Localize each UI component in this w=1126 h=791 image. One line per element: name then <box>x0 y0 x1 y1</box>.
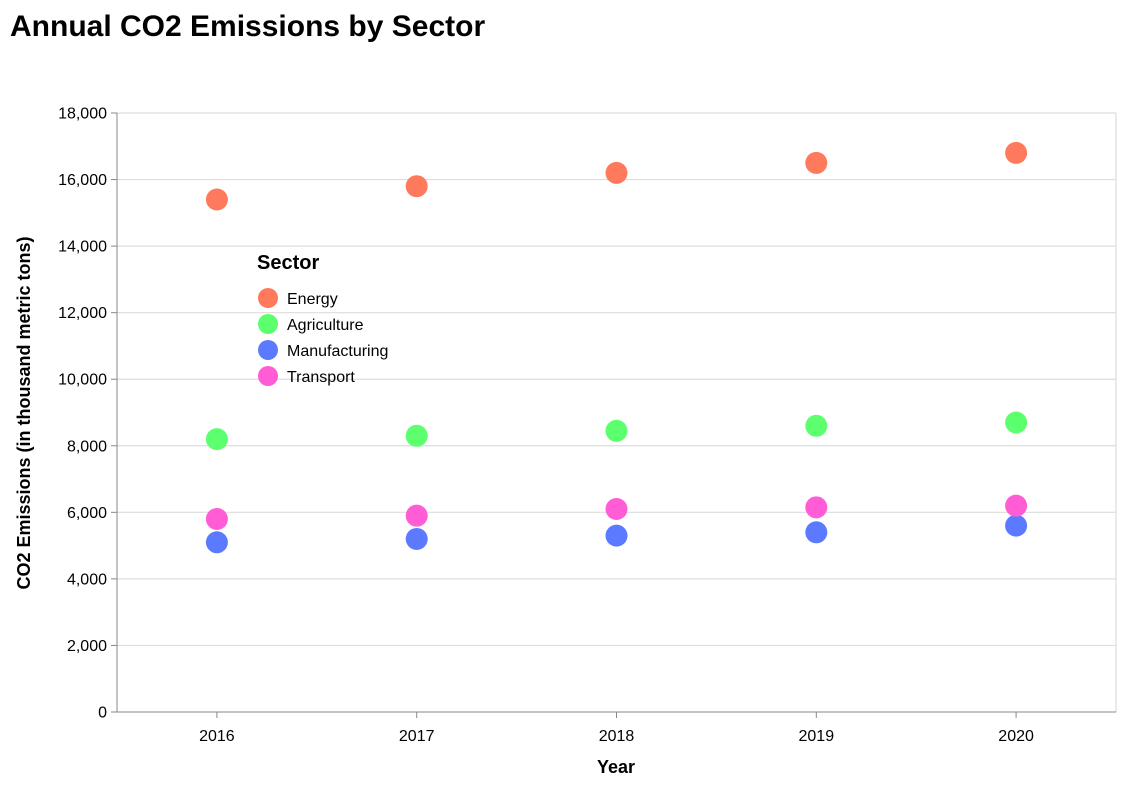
y-tick-label: 8,000 <box>67 438 107 455</box>
y-tick-label: 10,000 <box>58 372 107 389</box>
y-tick-label: 2,000 <box>67 638 107 655</box>
data-point-agriculture <box>405 424 428 447</box>
legend-swatch-manufacturing <box>258 340 278 360</box>
data-point-transport <box>1005 494 1028 517</box>
data-point-agriculture <box>205 428 228 451</box>
y-tick-label: 14,000 <box>58 239 107 256</box>
data-point-manufacturing <box>605 524 628 547</box>
data-point-transport <box>805 496 828 519</box>
legend-swatch-energy <box>258 288 278 308</box>
data-point-agriculture <box>1005 411 1028 434</box>
data-point-energy <box>405 175 428 198</box>
legend-label-agriculture: Agriculture <box>287 317 364 334</box>
legend-label-energy: Energy <box>287 291 338 308</box>
data-point-transport <box>205 507 228 530</box>
data-point-transport <box>605 498 628 521</box>
data-point-energy <box>805 151 828 174</box>
data-point-transport <box>405 504 428 527</box>
x-tick-label: 2020 <box>998 728 1034 745</box>
data-point-manufacturing <box>405 527 428 550</box>
data-point-manufacturing <box>205 531 228 554</box>
y-tick-label: 16,000 <box>58 172 107 189</box>
y-axis-title: CO2 Emissions (in thousand metric tons) <box>14 236 34 589</box>
legend-swatch-transport <box>258 366 278 386</box>
y-tick-label: 12,000 <box>58 305 107 322</box>
data-points <box>205 141 1028 554</box>
axes: 0 2,000 4,000 6,000 8,000 10,000 12,000 14,000 1… <box>58 106 1116 745</box>
chart-title: Annual CO2 Emissions by Sector <box>10 10 485 43</box>
data-point-manufacturing <box>805 521 828 544</box>
data-point-energy <box>1005 141 1028 164</box>
x-tick-label: 2019 <box>799 728 835 745</box>
data-point-energy <box>605 161 628 184</box>
legend-title: Sector <box>257 252 319 274</box>
legend: Sector Energy Agriculture Manufacturing Tra… <box>257 252 388 386</box>
data-point-manufacturing <box>1005 514 1028 537</box>
x-axis-title: Year <box>597 757 635 777</box>
data-point-agriculture <box>805 414 828 437</box>
legend-label-transport: Transport <box>287 369 355 386</box>
x-tick-label: 2017 <box>399 728 435 745</box>
y-tick-label: 6,000 <box>67 505 107 522</box>
data-point-energy <box>205 188 228 211</box>
legend-swatch-agriculture <box>258 314 278 334</box>
legend-label-manufacturing: Manufacturing <box>287 343 388 360</box>
y-tick-label: 4,000 <box>67 571 107 588</box>
x-tick-label: 2018 <box>599 728 635 745</box>
y-tick-label: 18,000 <box>58 106 107 123</box>
x-tick-label: 2016 <box>199 728 235 745</box>
data-point-agriculture <box>605 419 628 442</box>
y-tick-label: 0 <box>98 705 107 722</box>
grid-lines <box>117 112 1117 712</box>
